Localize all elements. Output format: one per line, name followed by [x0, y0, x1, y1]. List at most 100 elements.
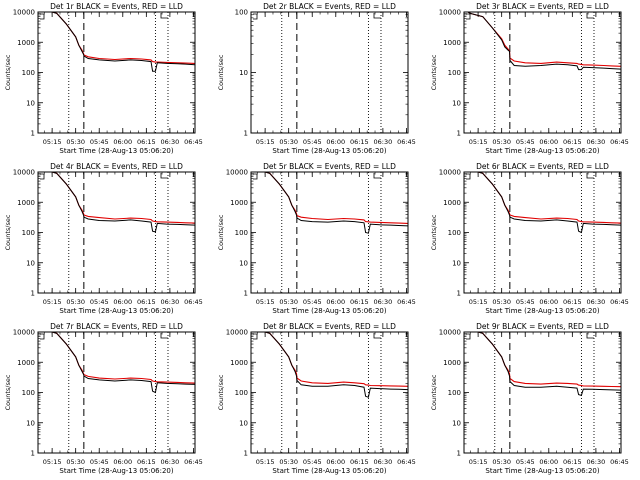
- y-axis-label: Counts/sec: [4, 54, 12, 90]
- y-tick-label: 10: [239, 69, 248, 77]
- end-bracket-marker: [160, 333, 168, 339]
- x-tick-label: 05:45: [90, 458, 109, 466]
- y-tick-label: 1: [31, 450, 35, 458]
- x-tick-label: 06:00: [113, 458, 132, 466]
- x-axis-label: Start Time (28-Aug-13 05:06:20): [59, 307, 173, 315]
- x-tick-label: 06:45: [184, 138, 203, 146]
- y-tick-label: 10000: [13, 9, 35, 17]
- x-tick-label: 06:30: [587, 298, 606, 306]
- x-tick-label: 05:45: [303, 298, 322, 306]
- x-tick-label: 05:30: [492, 138, 511, 146]
- detector-panel: Det 1r BLACK = Events, RED = LLD 1 10 100 10…: [4, 2, 203, 155]
- x-tick-label: 06:15: [137, 138, 156, 146]
- events-series-line: [476, 172, 621, 234]
- events-series-line: [263, 172, 408, 234]
- x-tick-label: 06:30: [161, 458, 180, 466]
- x-tick-label: 06:15: [137, 458, 156, 466]
- events-series-line: [467, 12, 621, 71]
- plot-frame: [250, 171, 409, 294]
- y-tick-label: 10000: [439, 169, 461, 177]
- y-tick-label: 10000: [13, 329, 35, 337]
- y-tick-label: 10: [452, 99, 461, 107]
- y-tick-label: 1000: [230, 359, 248, 367]
- start-bracket-marker: [253, 333, 258, 340]
- y-tick-label: 100: [235, 229, 248, 237]
- x-tick-label: 05:45: [90, 138, 109, 146]
- x-axis-label: Start Time (28-Aug-13 05:06:20): [272, 147, 386, 155]
- y-tick-label: 10000: [13, 169, 35, 177]
- plot-frame: [463, 171, 622, 294]
- detector-panel: Det 6r BLACK = Events, RED = LLD 1 10 100 10…: [430, 162, 629, 315]
- start-bracket-marker: [40, 333, 45, 340]
- start-bracket-marker: [40, 13, 45, 20]
- x-tick-label: 06:30: [161, 138, 180, 146]
- x-tick-label: 06:30: [587, 458, 606, 466]
- x-axis-label: Start Time (28-Aug-13 05:06:20): [485, 307, 599, 315]
- panel-title: Det 7r BLACK = Events, RED = LLD: [50, 322, 183, 331]
- detector-panel: Det 7r BLACK = Events, RED = LLD 1 10 100 10…: [4, 322, 203, 475]
- y-axis-label: Counts/sec: [430, 374, 438, 410]
- y-tick-label: 1000: [230, 199, 248, 207]
- x-tick-label: 06:00: [539, 458, 558, 466]
- y-tick-label: 1: [457, 290, 461, 298]
- panel-title: Det 5r BLACK = Events, RED = LLD: [263, 162, 396, 171]
- x-tick-label: 05:30: [279, 298, 298, 306]
- y-axis-label: Counts/sec: [217, 214, 225, 250]
- x-tick-label: 05:45: [516, 458, 535, 466]
- plot-frame: [250, 11, 409, 134]
- y-tick-label: 10: [239, 419, 248, 427]
- plot-frame: [37, 171, 196, 294]
- y-tick-label: 1: [31, 130, 35, 138]
- plot-frame: [463, 331, 622, 454]
- y-tick-label: 100: [235, 9, 248, 17]
- x-tick-label: 06:45: [184, 458, 203, 466]
- y-tick-label: 100: [448, 229, 461, 237]
- panel-title: Det 4r BLACK = Events, RED = LLD: [50, 162, 183, 171]
- y-axis-label: Counts/sec: [430, 54, 438, 90]
- end-bracket-marker: [160, 173, 168, 179]
- x-tick-label: 05:15: [256, 138, 275, 146]
- end-bracket-marker: [586, 333, 594, 339]
- x-tick-label: 06:15: [563, 298, 582, 306]
- x-tick-label: 06:15: [350, 298, 369, 306]
- y-tick-label: 10000: [226, 169, 248, 177]
- y-tick-label: 10: [26, 419, 35, 427]
- y-tick-label: 1: [244, 450, 248, 458]
- end-bracket-marker: [373, 13, 381, 19]
- plot-frame: [37, 331, 196, 454]
- y-tick-label: 10000: [439, 9, 461, 17]
- x-axis-label: Start Time (28-Aug-13 05:06:20): [59, 147, 173, 155]
- x-tick-label: 06:45: [397, 138, 416, 146]
- x-tick-label: 06:00: [113, 298, 132, 306]
- x-tick-label: 06:45: [610, 458, 629, 466]
- x-tick-label: 05:30: [66, 138, 85, 146]
- y-tick-label: 1000: [17, 199, 35, 207]
- y-tick-label: 10: [26, 259, 35, 267]
- y-tick-label: 100: [235, 389, 248, 397]
- detector-panel: Det 8r BLACK = Events, RED = LLD 1 10 100 10…: [217, 322, 416, 475]
- panel-title: Det 6r BLACK = Events, RED = LLD: [476, 162, 609, 171]
- detector-panel: Det 2r BLACK = Events, RED = LLD 1 10 100 Co…: [217, 2, 416, 155]
- detector-panel: Det 9r BLACK = Events, RED = LLD 1 10 100 10…: [430, 322, 629, 475]
- y-tick-label: 1000: [443, 199, 461, 207]
- plot-frame: [463, 11, 622, 134]
- x-tick-label: 06:30: [374, 138, 393, 146]
- start-bracket-marker: [466, 13, 471, 20]
- x-tick-label: 06:00: [539, 138, 558, 146]
- x-tick-label: 06:15: [137, 298, 156, 306]
- x-tick-label: 06:30: [587, 138, 606, 146]
- x-axis-label: Start Time (28-Aug-13 05:06:20): [272, 307, 386, 315]
- detector-panel: Det 3r BLACK = Events, RED = LLD 1 10 100 10…: [430, 2, 629, 155]
- y-tick-label: 100: [22, 69, 35, 77]
- x-tick-label: 06:15: [350, 138, 369, 146]
- y-tick-label: 100: [22, 229, 35, 237]
- x-tick-label: 05:45: [516, 298, 535, 306]
- y-axis-label: Counts/sec: [217, 374, 225, 410]
- y-tick-label: 10000: [226, 329, 248, 337]
- x-tick-label: 05:15: [469, 138, 488, 146]
- y-tick-label: 10: [452, 259, 461, 267]
- x-tick-label: 05:30: [492, 298, 511, 306]
- end-bracket-marker: [586, 13, 594, 19]
